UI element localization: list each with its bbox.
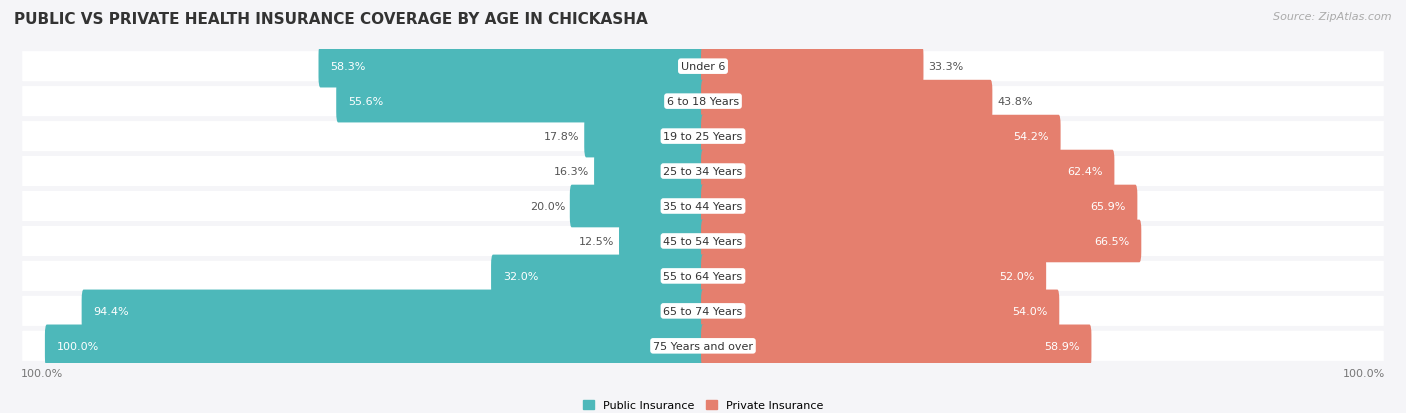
- Text: PUBLIC VS PRIVATE HEALTH INSURANCE COVERAGE BY AGE IN CHICKASHA: PUBLIC VS PRIVATE HEALTH INSURANCE COVER…: [14, 12, 648, 27]
- Legend: Public Insurance, Private Insurance: Public Insurance, Private Insurance: [579, 395, 827, 413]
- FancyBboxPatch shape: [702, 255, 1046, 297]
- Text: 6 to 18 Years: 6 to 18 Years: [666, 97, 740, 107]
- FancyBboxPatch shape: [595, 150, 704, 193]
- Text: 54.0%: 54.0%: [1012, 306, 1047, 316]
- FancyBboxPatch shape: [21, 120, 1385, 154]
- FancyBboxPatch shape: [702, 325, 1091, 367]
- FancyBboxPatch shape: [702, 185, 1137, 228]
- FancyBboxPatch shape: [702, 116, 1060, 158]
- Text: 17.8%: 17.8%: [544, 132, 579, 142]
- Text: 62.4%: 62.4%: [1067, 166, 1102, 177]
- FancyBboxPatch shape: [319, 46, 704, 88]
- FancyBboxPatch shape: [336, 81, 704, 123]
- Text: 58.9%: 58.9%: [1045, 341, 1080, 351]
- Text: 94.4%: 94.4%: [93, 306, 129, 316]
- FancyBboxPatch shape: [702, 81, 993, 123]
- FancyBboxPatch shape: [21, 155, 1385, 188]
- Text: Under 6: Under 6: [681, 62, 725, 72]
- FancyBboxPatch shape: [45, 325, 704, 367]
- FancyBboxPatch shape: [585, 116, 704, 158]
- Text: 66.5%: 66.5%: [1094, 236, 1129, 247]
- Text: 19 to 25 Years: 19 to 25 Years: [664, 132, 742, 142]
- FancyBboxPatch shape: [21, 294, 1385, 328]
- Text: 65.9%: 65.9%: [1090, 202, 1126, 211]
- FancyBboxPatch shape: [21, 190, 1385, 223]
- Text: 45 to 54 Years: 45 to 54 Years: [664, 236, 742, 247]
- Text: 43.8%: 43.8%: [997, 97, 1032, 107]
- Text: 54.2%: 54.2%: [1014, 132, 1049, 142]
- FancyBboxPatch shape: [21, 259, 1385, 293]
- FancyBboxPatch shape: [21, 50, 1385, 84]
- Text: 35 to 44 Years: 35 to 44 Years: [664, 202, 742, 211]
- FancyBboxPatch shape: [21, 85, 1385, 119]
- FancyBboxPatch shape: [702, 46, 924, 88]
- Text: 25 to 34 Years: 25 to 34 Years: [664, 166, 742, 177]
- Text: 100.0%: 100.0%: [1343, 368, 1385, 377]
- Text: 20.0%: 20.0%: [530, 202, 565, 211]
- FancyBboxPatch shape: [82, 290, 704, 332]
- Text: 100.0%: 100.0%: [21, 368, 63, 377]
- FancyBboxPatch shape: [21, 225, 1385, 258]
- FancyBboxPatch shape: [702, 150, 1115, 193]
- Text: Source: ZipAtlas.com: Source: ZipAtlas.com: [1274, 12, 1392, 22]
- FancyBboxPatch shape: [491, 255, 704, 297]
- Text: 12.5%: 12.5%: [579, 236, 614, 247]
- Text: 55.6%: 55.6%: [349, 97, 384, 107]
- FancyBboxPatch shape: [702, 290, 1059, 332]
- Text: 100.0%: 100.0%: [56, 341, 98, 351]
- Text: 75 Years and over: 75 Years and over: [652, 341, 754, 351]
- Text: 52.0%: 52.0%: [1000, 271, 1035, 281]
- Text: 33.3%: 33.3%: [928, 62, 963, 72]
- FancyBboxPatch shape: [569, 185, 704, 228]
- Text: 16.3%: 16.3%: [554, 166, 589, 177]
- FancyBboxPatch shape: [619, 220, 704, 263]
- Text: 32.0%: 32.0%: [503, 271, 538, 281]
- Text: 58.3%: 58.3%: [330, 62, 366, 72]
- FancyBboxPatch shape: [21, 329, 1385, 363]
- Text: 65 to 74 Years: 65 to 74 Years: [664, 306, 742, 316]
- FancyBboxPatch shape: [702, 220, 1142, 263]
- Text: 55 to 64 Years: 55 to 64 Years: [664, 271, 742, 281]
